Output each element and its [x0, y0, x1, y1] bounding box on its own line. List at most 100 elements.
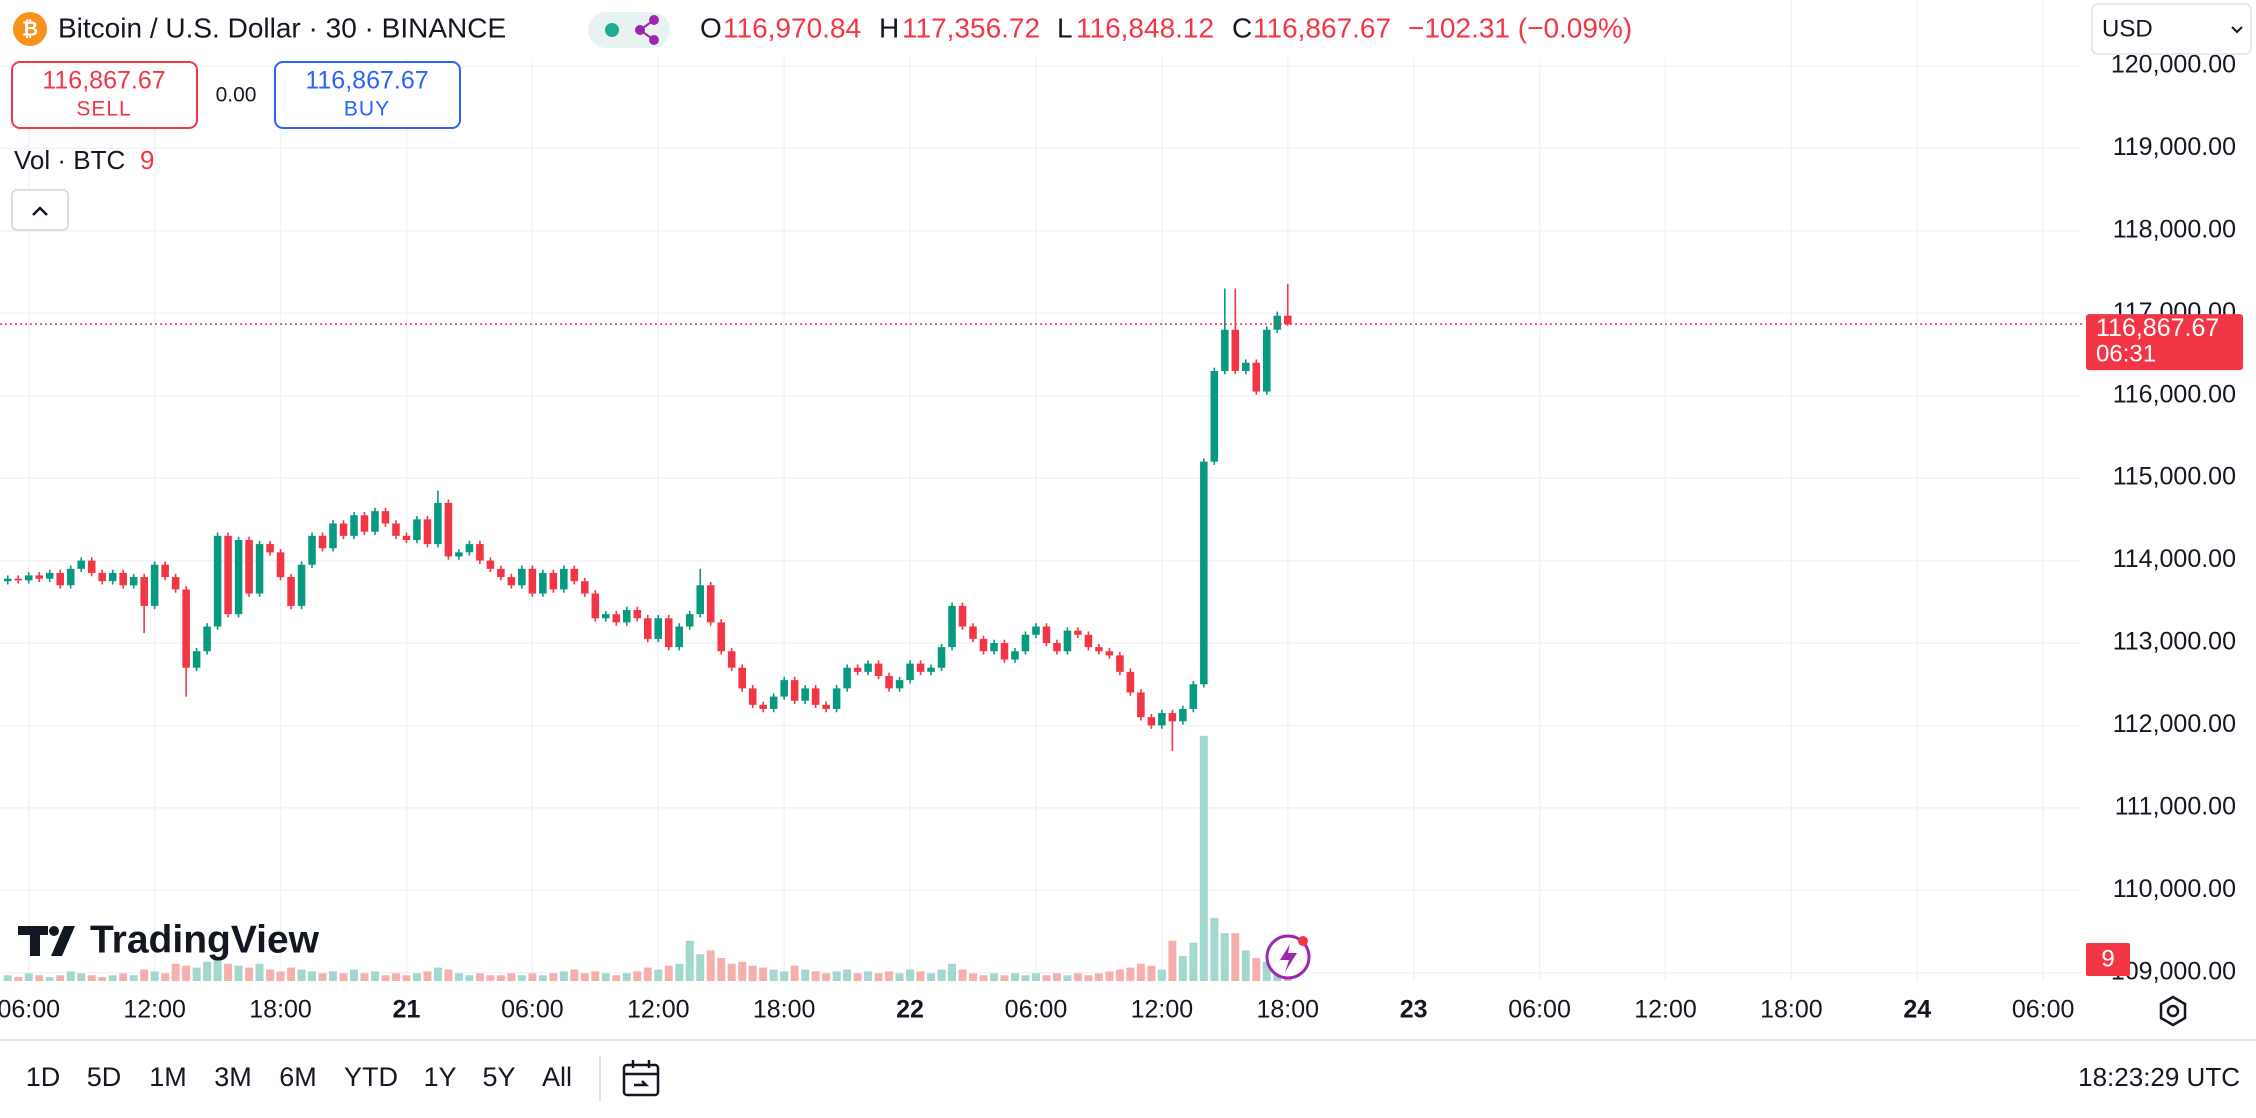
candle-body	[759, 704, 767, 709]
volume-bar	[906, 969, 915, 981]
sell-button[interactable]	[11, 61, 198, 129]
candle-body	[1252, 362, 1261, 392]
volume-bar	[874, 973, 883, 981]
range-button[interactable]: 1M	[149, 1062, 187, 1092]
volume-bar	[297, 969, 306, 981]
range-button[interactable]: 3M	[214, 1062, 252, 1092]
volume-bar	[1262, 961, 1271, 981]
volume-bar	[675, 963, 684, 981]
volume-bar	[350, 969, 358, 981]
candle-body	[780, 680, 788, 697]
legend-l: L	[1057, 12, 1073, 43]
volume-bar	[129, 975, 138, 981]
last-price-label: 116,867.67	[2096, 314, 2219, 342]
candle-body	[1074, 630, 1082, 635]
candle-body	[591, 593, 600, 619]
volume-bar	[66, 971, 75, 981]
candle-body	[161, 564, 169, 578]
candle-body	[497, 568, 505, 578]
volume-bar	[391, 973, 400, 981]
candle-body	[119, 572, 127, 586]
volume-bar	[381, 975, 390, 981]
date-range-icon[interactable]	[622, 1060, 660, 1097]
volume-bar	[360, 973, 369, 981]
candle-body	[3, 578, 12, 582]
candle-body	[948, 605, 956, 648]
candle-body	[1000, 643, 1009, 660]
candle-body	[255, 544, 264, 594]
volume-bar	[601, 973, 610, 981]
candle-body	[1158, 713, 1166, 726]
candle-body	[486, 560, 495, 569]
y-tick-label: 118,000.00	[2113, 215, 2236, 243]
candle-body	[906, 663, 914, 681]
volume-bar	[87, 975, 96, 981]
currency-select[interactable]	[2091, 3, 2252, 55]
candle-body	[1231, 329, 1240, 371]
volume-bar	[423, 971, 432, 981]
buy-button[interactable]	[274, 61, 461, 129]
candle-body	[801, 688, 809, 701]
candle-body	[979, 638, 988, 652]
candle-body	[790, 680, 799, 701]
candle-body	[1147, 717, 1156, 726]
x-tick-label: 18:00	[249, 996, 312, 1024]
volume-bar	[643, 967, 652, 981]
range-button[interactable]: 1Y	[423, 1062, 456, 1092]
range-button[interactable]: 1D	[26, 1062, 61, 1092]
sell-price: 116,867.67	[42, 67, 165, 95]
candle-body	[664, 618, 673, 648]
collapse-button[interactable]	[11, 189, 69, 231]
volume-bar	[696, 954, 705, 981]
candle-body	[402, 535, 411, 540]
volume-bar	[150, 971, 159, 981]
volume-bar	[45, 977, 54, 981]
candle-body	[465, 544, 474, 553]
volume-bar	[969, 973, 977, 981]
volume-tag-label: 9	[2101, 945, 2114, 972]
candle-body	[423, 519, 432, 545]
range-button[interactable]: All	[542, 1062, 572, 1092]
settings-icon[interactable]	[2159, 995, 2187, 1027]
candle-body	[1095, 647, 1103, 652]
candle-body	[748, 688, 757, 705]
y-tick-label: 116,000.00	[2113, 380, 2236, 408]
candle-body	[518, 568, 526, 586]
candle-body	[108, 572, 117, 582]
x-tick-label: 06:00	[1005, 996, 1068, 1024]
volume-bar	[790, 965, 799, 981]
brand-name: TradingView	[90, 918, 320, 961]
candle-body	[1200, 461, 1208, 685]
symbol-title[interactable]: Bitcoin / U.S. Dollar · 30 · BINANCE	[58, 12, 506, 43]
volume-bar	[1147, 965, 1156, 981]
volume-bar	[454, 973, 463, 981]
candle-body	[1263, 329, 1271, 392]
candle-body	[150, 564, 159, 606]
range-button[interactable]: YTD	[344, 1062, 398, 1092]
volume-bar	[140, 969, 149, 981]
volume-bar	[1063, 975, 1072, 981]
candle-body	[832, 688, 841, 709]
candle-body	[444, 502, 453, 557]
x-tick-label: 06:00	[2012, 996, 2075, 1024]
candle-body	[1126, 671, 1135, 693]
volume-bar	[706, 950, 715, 981]
range-button[interactable]: 6M	[279, 1062, 317, 1092]
volume-bar	[496, 975, 505, 981]
volume-tag	[2086, 943, 2130, 976]
candle-body	[1116, 655, 1124, 672]
volume-bar	[465, 975, 474, 981]
volume-bar	[864, 971, 873, 981]
range-button[interactable]: 5D	[87, 1062, 122, 1092]
x-tick-label: 06:00	[0, 996, 60, 1024]
volume-bar	[56, 975, 65, 981]
x-tick-label: 18:00	[753, 996, 816, 1024]
legend-c: C	[1232, 12, 1252, 43]
volume-bar	[98, 977, 107, 981]
candle-body	[560, 568, 568, 590]
volume-bar	[538, 975, 547, 981]
assistant-icon[interactable]	[1265, 934, 1311, 980]
buy-price: 116,867.67	[305, 67, 428, 95]
candle-body	[685, 614, 694, 627]
range-button[interactable]: 5Y	[482, 1062, 515, 1092]
